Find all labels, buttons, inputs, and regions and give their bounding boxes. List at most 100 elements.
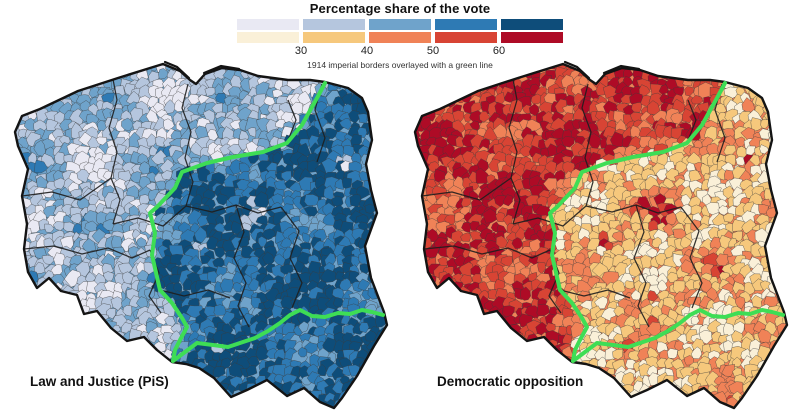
municipality-cell xyxy=(426,400,440,408)
municipality-cell xyxy=(624,64,634,65)
municipality-cell xyxy=(555,407,569,408)
municipality-cell xyxy=(37,287,52,301)
municipality-cell xyxy=(102,411,114,418)
municipality-cell xyxy=(132,339,143,351)
municipality-cell xyxy=(199,409,213,418)
municipality-cell xyxy=(86,325,97,339)
municipality-cell xyxy=(163,118,175,131)
municipality-cell xyxy=(468,329,485,347)
municipality-cell xyxy=(658,64,672,66)
municipality-cell xyxy=(215,92,228,105)
municipality-cell xyxy=(57,323,70,335)
municipality-cell xyxy=(469,388,482,405)
municipality-cell xyxy=(36,64,52,76)
municipality-cell xyxy=(206,64,219,67)
municipality-cell xyxy=(415,374,424,390)
municipality-cell xyxy=(768,383,782,395)
municipality-cell xyxy=(266,395,279,407)
municipality-cell xyxy=(479,399,491,408)
municipality-cell xyxy=(706,65,720,81)
municipality-cell xyxy=(615,64,624,67)
municipality-cell xyxy=(283,398,297,408)
municipality-cell xyxy=(127,401,141,408)
municipality-cell xyxy=(366,83,384,100)
municipality-cell xyxy=(75,64,95,70)
municipality-cell xyxy=(768,402,779,408)
municipality-cell xyxy=(95,360,111,372)
municipality-cell xyxy=(415,69,420,82)
municipality-cell xyxy=(464,355,476,367)
municipality-cell xyxy=(369,154,384,170)
municipality-cell xyxy=(783,64,787,73)
municipality-cell xyxy=(382,392,387,407)
municipality-cell xyxy=(417,397,429,408)
municipality-cell xyxy=(47,70,60,82)
map-pis xyxy=(1,49,389,418)
municipality-cell xyxy=(415,171,420,187)
municipality-cell xyxy=(660,412,673,418)
municipality-cell xyxy=(58,299,73,311)
municipality-cell xyxy=(788,95,798,105)
municipality-cell xyxy=(415,342,418,355)
municipality-cell xyxy=(371,80,387,98)
municipality-cell xyxy=(424,334,439,347)
municipality-cell xyxy=(103,330,114,343)
municipality-cell xyxy=(15,77,25,93)
municipality-cell xyxy=(15,313,18,328)
municipality-cell xyxy=(1,286,12,296)
municipality-cell xyxy=(462,333,475,346)
municipality-cell xyxy=(380,287,387,303)
municipality-cell xyxy=(204,391,219,405)
municipality-cell xyxy=(775,238,787,251)
municipality-cell xyxy=(420,278,434,292)
municipality-cell xyxy=(15,395,21,405)
municipality-cell xyxy=(280,295,295,310)
municipality-cell xyxy=(221,397,239,408)
municipality-cell xyxy=(777,64,787,66)
municipality-cell xyxy=(415,357,425,371)
municipality-cell xyxy=(22,348,39,362)
municipality-cell xyxy=(196,84,208,96)
municipality-cell xyxy=(561,136,575,148)
municipality-cell xyxy=(400,273,413,286)
municipality-cell xyxy=(577,236,590,249)
municipality-cell xyxy=(74,64,90,66)
municipality-cell xyxy=(43,64,56,77)
municipality-cell xyxy=(689,64,703,74)
municipality-cell xyxy=(202,109,215,124)
municipality-cell xyxy=(784,179,787,192)
municipality-cell xyxy=(508,99,523,114)
municipality-cell xyxy=(415,238,416,252)
municipality-cell xyxy=(769,262,782,273)
municipality-cell xyxy=(426,307,439,321)
municipality-cell xyxy=(15,269,23,284)
municipality-cell xyxy=(44,296,57,312)
municipality-cell xyxy=(15,187,22,202)
municipality-cell xyxy=(385,155,387,169)
municipality-cell xyxy=(410,410,421,418)
municipality-cell xyxy=(187,50,199,63)
municipality-cell xyxy=(203,377,216,391)
municipality-cell xyxy=(588,408,605,418)
municipality-cell xyxy=(385,136,387,145)
municipality-cell xyxy=(385,263,387,274)
municipality-cell xyxy=(79,331,91,344)
municipality-cells-layer xyxy=(1,49,387,418)
municipality-cell xyxy=(112,49,126,61)
municipality-cell xyxy=(114,393,125,406)
municipality-cell xyxy=(415,400,422,408)
municipality-cell xyxy=(756,64,770,67)
municipality-cell xyxy=(432,350,447,364)
municipality-cell xyxy=(579,401,590,408)
municipality-cell xyxy=(375,346,387,359)
municipality-cell xyxy=(783,69,787,86)
municipality-cell xyxy=(767,359,783,374)
municipality-cell xyxy=(485,407,501,408)
municipality-cell xyxy=(1,388,15,402)
municipality-cell xyxy=(439,410,451,418)
municipality-cell xyxy=(416,381,431,396)
municipality-cell xyxy=(436,341,450,357)
municipality-cell xyxy=(111,345,126,361)
poland-outline xyxy=(13,62,389,410)
municipality-cell xyxy=(15,135,17,151)
